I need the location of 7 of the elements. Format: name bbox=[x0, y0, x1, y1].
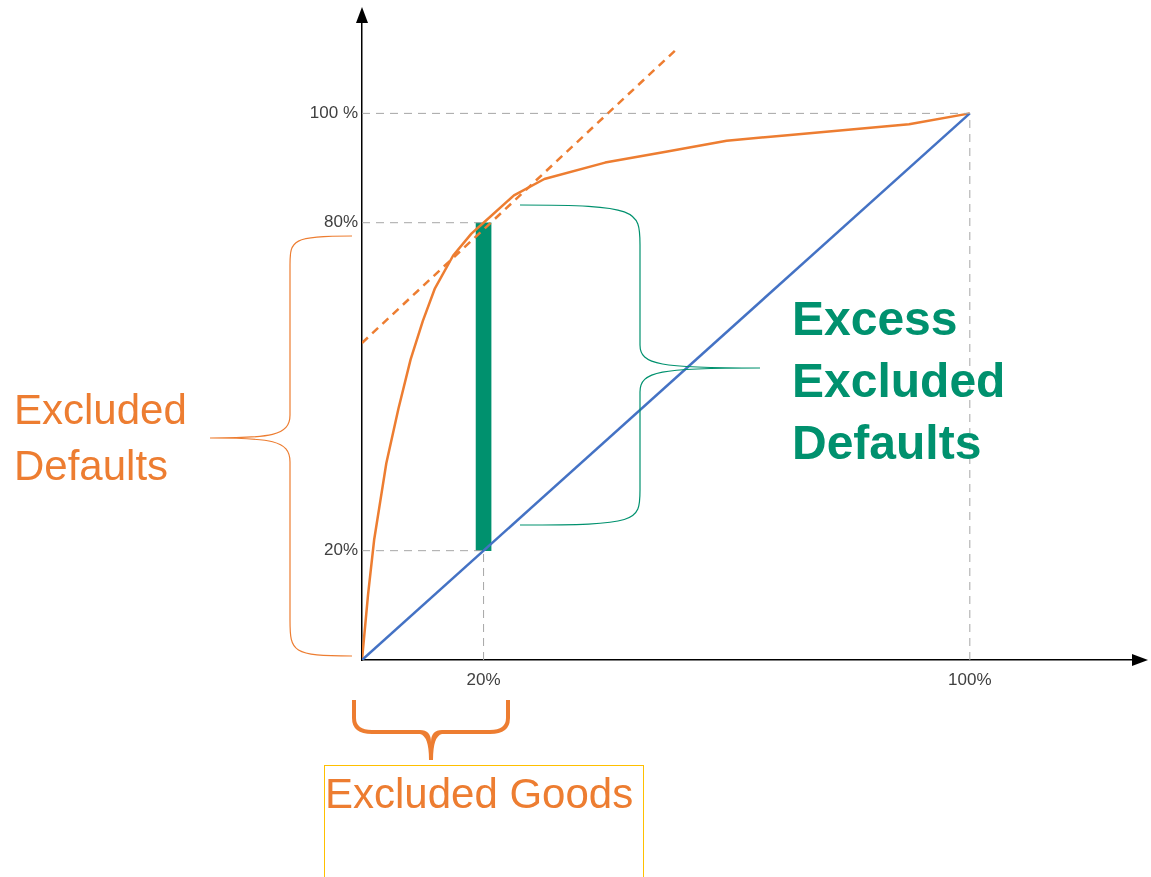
y-tick-label: 20% bbox=[323, 540, 358, 560]
text: Excluded Defaults bbox=[14, 385, 188, 491]
annotation: Excess Excluded Defaults bbox=[792, 291, 1007, 471]
y-tick-label: 80% bbox=[323, 212, 358, 232]
y-tick-label: 100 % bbox=[309, 103, 358, 123]
x-tick-label: 100% bbox=[948, 669, 992, 689]
text: Excluded Goods bbox=[324, 765, 644, 877]
